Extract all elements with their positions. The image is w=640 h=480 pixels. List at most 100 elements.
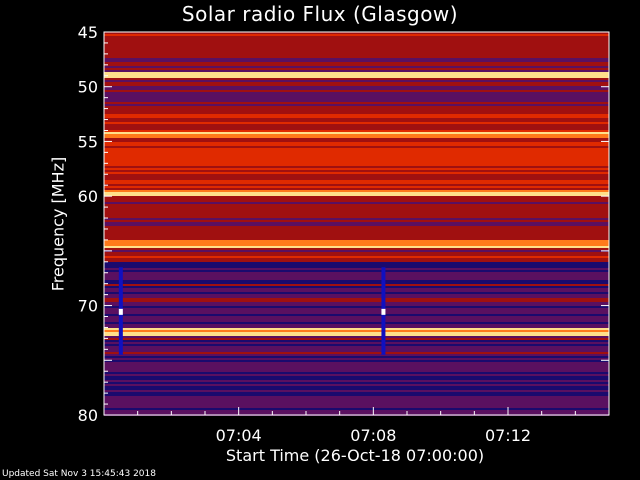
heatmap-row — [104, 226, 609, 228]
heatmap-row — [104, 170, 609, 172]
x-tick-label: 07:04 — [216, 426, 262, 445]
heatmap-row — [104, 384, 609, 386]
heatmap-row — [104, 62, 609, 64]
heatmap-row — [104, 358, 609, 360]
heatmap-row — [104, 82, 609, 84]
heatmap-row — [104, 168, 609, 170]
heatmap-row — [104, 278, 609, 280]
heatmap-row — [104, 36, 609, 38]
heatmap-row — [104, 80, 609, 82]
heatmap-row — [104, 96, 609, 98]
heatmap-row — [104, 330, 609, 332]
chart-title: Solar radio Flux (Glasgow) — [181, 2, 459, 26]
heatmap-row — [104, 272, 609, 274]
heatmap-row — [104, 398, 609, 400]
heatmap-row — [104, 304, 609, 306]
heatmap-row — [104, 292, 609, 294]
heatmap-row — [104, 266, 609, 268]
heatmap-row — [104, 396, 609, 398]
heatmap-row — [104, 366, 609, 368]
heatmap-row — [104, 374, 609, 376]
heatmap-row — [104, 100, 609, 102]
heatmap-row — [104, 208, 609, 210]
heatmap-row — [104, 60, 609, 62]
heatmap-row — [104, 152, 609, 154]
heatmap-row — [104, 50, 609, 52]
heatmap-row — [104, 254, 609, 256]
heatmap-row — [104, 258, 609, 260]
heatmap-row — [104, 314, 609, 316]
heatmap-row — [104, 52, 609, 54]
heatmap-row — [104, 348, 609, 350]
heatmap-row — [104, 328, 609, 330]
heatmap-row — [104, 246, 609, 248]
heatmap-row — [104, 228, 609, 230]
heatmap-row — [104, 210, 609, 212]
heatmap-row — [104, 136, 609, 138]
heatmap-row — [104, 214, 609, 216]
heatmap-row — [104, 392, 609, 394]
heatmap-row — [104, 146, 609, 148]
heatmap-row — [104, 162, 609, 164]
heatmap-row — [104, 262, 609, 264]
heatmap-row — [104, 284, 609, 286]
heatmap-row — [104, 260, 609, 262]
heatmap-row — [104, 336, 609, 338]
heatmap-row — [104, 182, 609, 184]
heatmap-row — [104, 354, 609, 356]
heatmap-row — [104, 326, 609, 328]
heatmap-row — [104, 180, 609, 182]
heatmap-row — [104, 232, 609, 234]
heatmap-row — [104, 224, 609, 226]
heatmap-row — [104, 110, 609, 112]
heatmap-row — [104, 276, 609, 278]
heatmap-row — [104, 104, 609, 106]
heatmap-row — [104, 102, 609, 104]
heatmap-row — [104, 212, 609, 214]
heatmap-row — [104, 280, 609, 282]
heatmap-row — [104, 138, 609, 140]
heatmap-row — [104, 342, 609, 344]
heatmap-row — [104, 410, 609, 412]
heatmap-row — [104, 160, 609, 162]
heatmap-row — [104, 144, 609, 146]
heatmap-row — [104, 234, 609, 236]
heatmap-row — [104, 412, 609, 414]
heatmap-row — [104, 114, 609, 116]
heatmap-row — [104, 338, 609, 340]
x-tick-label: 07:12 — [485, 426, 531, 445]
heatmap-row — [104, 264, 609, 266]
heatmap-row — [104, 38, 609, 40]
plot-frame — [103, 31, 610, 416]
heatmap-row — [104, 394, 609, 396]
heatmap-row — [104, 346, 609, 348]
heatmap-row — [104, 112, 609, 114]
heatmap-row — [104, 142, 609, 144]
heatmap-row — [104, 350, 609, 352]
heatmap-row — [104, 108, 609, 110]
heatmap-row — [104, 316, 609, 318]
heatmap-row — [104, 312, 609, 314]
heatmap-row — [104, 106, 609, 108]
heatmap-row — [104, 332, 609, 334]
y-tick-label: 45 — [78, 23, 98, 42]
heatmap-row — [104, 148, 609, 150]
heatmap-row — [104, 122, 609, 124]
heatmap-row — [104, 58, 609, 60]
burst-peak — [118, 308, 123, 315]
y-tick-label: 70 — [78, 297, 98, 316]
heatmap-row — [104, 256, 609, 258]
heatmap-row — [104, 288, 609, 290]
heatmap-row — [104, 298, 609, 300]
heatmap-row — [104, 190, 609, 192]
heatmap-row — [104, 184, 609, 186]
heatmap-row — [104, 222, 609, 224]
heatmap-row — [104, 270, 609, 272]
heatmap-row — [104, 98, 609, 100]
heatmap-row — [104, 64, 609, 66]
heatmap-row — [104, 116, 609, 118]
heatmap-row — [104, 408, 609, 410]
heatmap-row — [104, 322, 609, 324]
heatmap-row — [104, 382, 609, 384]
heatmap-row — [104, 364, 609, 366]
